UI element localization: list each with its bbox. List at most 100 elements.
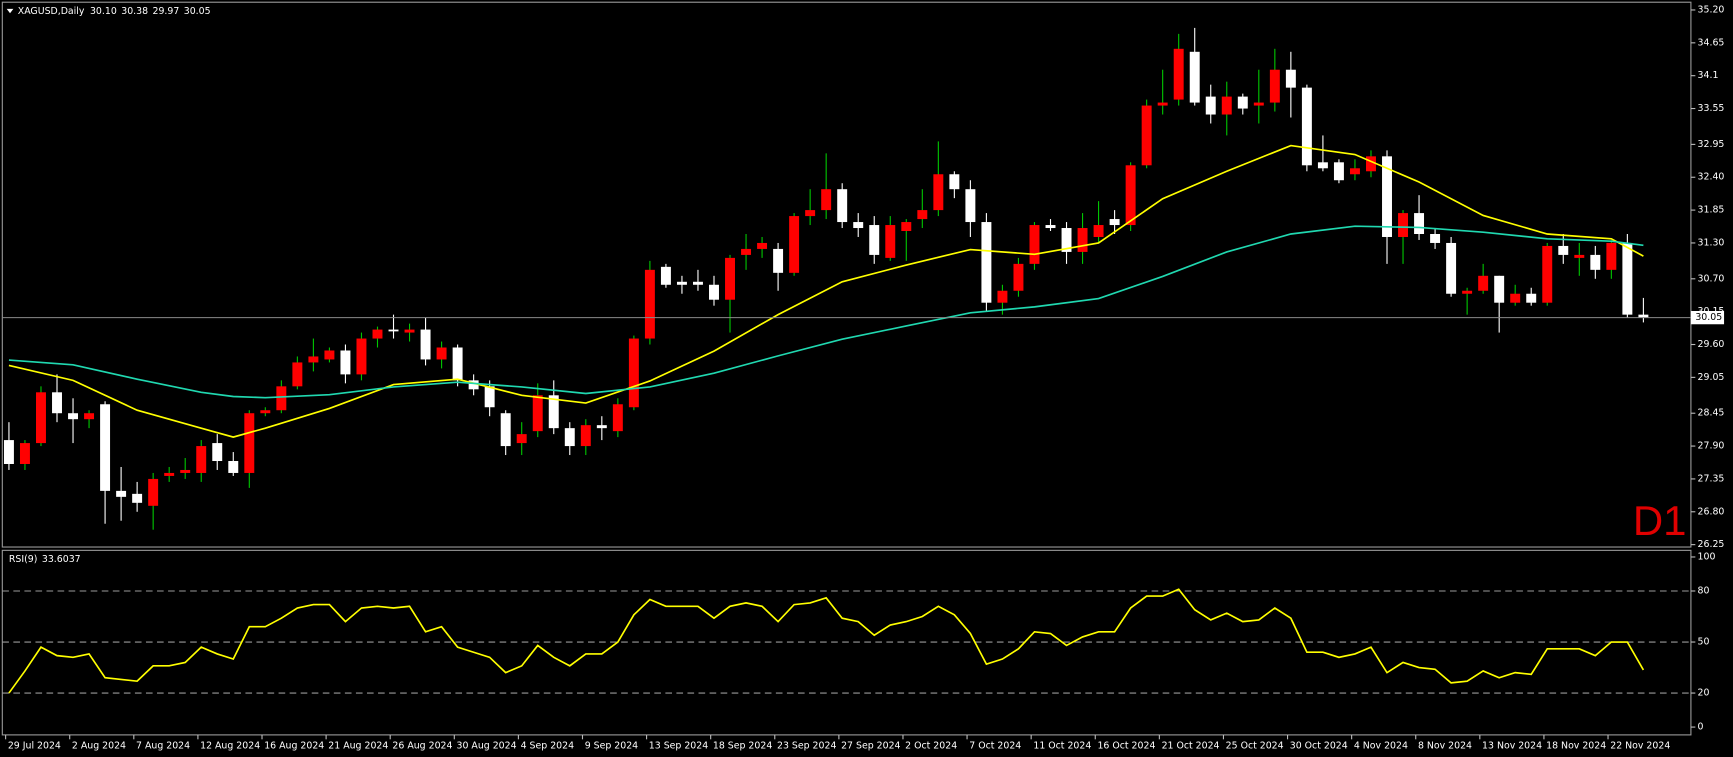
candle-body <box>933 174 944 211</box>
candle-body <box>965 189 976 223</box>
candle-body <box>228 461 239 473</box>
y-tick-label: 34.65 <box>1698 37 1725 48</box>
candle-body <box>1029 225 1040 264</box>
candle-body <box>1253 102 1264 106</box>
rsi-tick-label: 50 <box>1698 637 1710 648</box>
candle-body <box>68 413 79 420</box>
candle-body <box>404 329 415 333</box>
candle-body <box>84 413 95 420</box>
y-tick-label: 32.40 <box>1698 172 1725 183</box>
candle-body <box>340 350 351 375</box>
y-tick-label: 31.30 <box>1698 237 1725 248</box>
candle-body <box>532 395 543 432</box>
y-tick-label: 35.20 <box>1698 4 1725 15</box>
candle-body <box>1494 275 1505 303</box>
candle-body <box>1638 314 1649 318</box>
candle-body <box>901 222 912 232</box>
x-tick-label: 7 Aug 2024 <box>136 740 190 751</box>
candle-body <box>164 472 175 476</box>
candle-body <box>36 392 46 444</box>
menu-arrow[interactable] <box>6 8 14 14</box>
candle-body <box>821 189 832 211</box>
x-tick-label: 11 Oct 2024 <box>1033 740 1091 751</box>
candle-body <box>356 338 367 375</box>
candle-body <box>789 216 800 273</box>
candle-body <box>1333 162 1344 181</box>
candle-body <box>436 347 447 360</box>
candle-body <box>628 338 639 408</box>
candle-body <box>484 386 495 408</box>
x-tick-label: 7 Oct 2024 <box>969 740 1021 751</box>
y-tick-label: 34.1 <box>1698 70 1719 81</box>
x-tick-label: 9 Sep 2024 <box>585 740 638 751</box>
x-tick-label: 23 Sep 2024 <box>777 740 836 751</box>
x-tick-label: 30 Oct 2024 <box>1290 740 1348 751</box>
candle-body <box>372 329 383 339</box>
candle-body <box>853 222 864 229</box>
candle-body <box>1542 245 1553 303</box>
candle-body <box>3 440 14 464</box>
y-tick-label: 29.60 <box>1698 339 1725 350</box>
y-tick-label: 30.70 <box>1698 273 1725 284</box>
x-tick-label: 26 Aug 2024 <box>392 740 452 751</box>
candle-body <box>276 386 287 411</box>
candle-body <box>917 210 928 220</box>
candle-body <box>1606 242 1617 270</box>
rsi-panel-frame <box>1 549 1692 736</box>
candle-body <box>244 413 255 473</box>
rsi-tick-label: 80 <box>1698 585 1710 596</box>
candle-body <box>1077 228 1088 252</box>
candle-body <box>196 446 207 473</box>
rsi-header: RSI(9) 33.6037 <box>9 554 81 565</box>
candle-body <box>52 392 62 414</box>
candle-body <box>1317 162 1328 169</box>
y-tick-label: 27.35 <box>1698 473 1725 484</box>
candle-body <box>1109 219 1120 226</box>
y-tick-label: 32.95 <box>1698 139 1725 150</box>
candle-body <box>132 493 143 503</box>
x-tick-label: 2 Oct 2024 <box>905 740 957 751</box>
candle-body <box>1141 105 1152 166</box>
x-tick-label: 16 Oct 2024 <box>1097 740 1155 751</box>
candle-body <box>949 174 960 190</box>
candle-body <box>1013 263 1024 291</box>
candle-body <box>1349 168 1360 175</box>
x-tick-label: 4 Sep 2024 <box>521 740 574 751</box>
candle-body <box>837 189 848 223</box>
candle-body <box>1462 290 1473 294</box>
candle-body <box>452 347 463 381</box>
main-panel-frame <box>1 1 1692 548</box>
candle-body <box>869 225 880 255</box>
y-tick-label: 33.55 <box>1698 103 1725 114</box>
rsi-line <box>8 588 1645 694</box>
candle-body <box>1446 242 1457 294</box>
y-tick-label: 29.05 <box>1698 372 1725 383</box>
x-tick-label: 30 Aug 2024 <box>457 740 517 751</box>
candle-body <box>580 425 591 447</box>
rsi-value: 33.6037 <box>42 554 81 565</box>
candle-body <box>773 248 784 273</box>
y-tick-label: 26.80 <box>1698 506 1725 517</box>
x-tick-label: 18 Nov 2024 <box>1546 740 1606 751</box>
symbol: XAGUSD,Daily <box>18 6 85 17</box>
rsi-tick-label: 20 <box>1698 688 1710 699</box>
y-tick-label: 26.25 <box>1698 539 1725 550</box>
candle-body <box>116 490 127 497</box>
current-price-label: 30.05 <box>1695 312 1722 323</box>
candle-body <box>660 266 671 285</box>
candle-body <box>1430 233 1441 243</box>
candle-body <box>676 281 687 285</box>
open-label: 30.10 <box>90 6 117 17</box>
moving-average <box>8 225 1644 399</box>
candle-body <box>1622 242 1633 315</box>
candle-body <box>516 434 527 444</box>
candle-body <box>19 443 30 464</box>
x-tick-label: 4 Nov 2024 <box>1354 740 1408 751</box>
candle-body <box>725 257 735 300</box>
candle-body <box>1414 213 1425 234</box>
low-label: 29.97 <box>153 6 180 17</box>
candle-body <box>260 410 271 414</box>
timeframe-label: D1 <box>1633 497 1687 544</box>
